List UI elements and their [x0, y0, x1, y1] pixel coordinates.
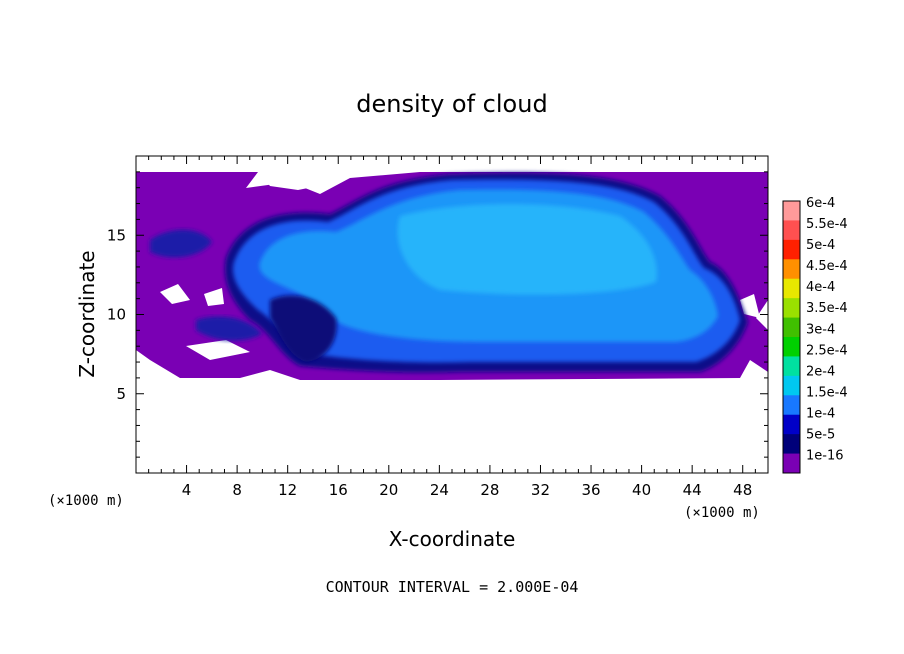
x-tick-label: 40 [632, 481, 651, 499]
colorbar-label: 3e-4 [806, 322, 835, 337]
field-level-pocket [270, 295, 337, 362]
colorbar-swatch [783, 414, 800, 435]
colorbar-label: 2e-4 [806, 364, 835, 379]
colorbar-swatch [783, 337, 800, 357]
colorbar-label: 1e-4 [806, 406, 835, 421]
x-unit-right: (×1000 m) [684, 505, 760, 521]
colorbar-swatch [783, 356, 800, 377]
field-gap [740, 294, 760, 318]
y-axis-title: Z-coordinate [75, 250, 99, 377]
colorbar-swatch [783, 259, 800, 280]
field-gap [160, 284, 190, 304]
contour-interval-note: CONTOUR INTERVAL = 2.000E-04 [326, 578, 579, 596]
colorbar-label: 6e-4 [806, 196, 835, 211]
colorbar-label: 3.5e-4 [806, 301, 848, 316]
y-axis-ticks: 5 10 15 [107, 171, 768, 458]
colorbar-frame [782, 200, 801, 474]
x-unit-left: (×1000 m) [48, 493, 124, 509]
plot-area [136, 156, 768, 473]
colorbar-swatch [783, 220, 800, 241]
x-tick-label: 24 [430, 481, 449, 499]
x-tick-label: 20 [379, 481, 398, 499]
x-axis-ticks: 4 8 12 16 20 24 28 32 36 40 44 48 [148, 156, 756, 499]
y-tick-label: 10 [107, 306, 126, 324]
colorbar-swatch [783, 395, 800, 416]
x-tick-label: 32 [531, 481, 550, 499]
field-gap [204, 288, 224, 306]
y-tick-label: 15 [107, 226, 126, 244]
colorbar-swatch [783, 298, 800, 319]
field-gap [262, 174, 318, 190]
colorbar-label: 2.5e-4 [806, 343, 848, 358]
y-tick-label: 5 [116, 385, 126, 403]
colorbar-label: 1.5e-4 [806, 385, 848, 400]
field-level-peak [397, 204, 657, 295]
colorbar-swatch [783, 453, 800, 474]
colorbar-swatch [783, 239, 800, 260]
colorbar-label: 4.5e-4 [806, 259, 848, 274]
colorbar-swatch [783, 317, 800, 338]
field-level-navy-lobe [150, 229, 212, 258]
chart-title: density of cloud [356, 90, 547, 118]
x-tick-label: 4 [182, 481, 192, 499]
colorbar-label: 5e-4 [806, 238, 835, 253]
colorbar-swatch [783, 201, 800, 221]
x-tick-label: 8 [232, 481, 242, 499]
x-axis-title: X-coordinate [389, 527, 516, 551]
x-tick-label: 48 [733, 481, 752, 499]
colorbar-swatch [783, 278, 800, 299]
colorbar-label: 4e-4 [806, 280, 835, 295]
field-gap [186, 340, 250, 360]
colorbar-label: 5.5e-4 [806, 217, 848, 232]
x-tick-label: 28 [480, 481, 499, 499]
x-tick-label: 36 [581, 481, 600, 499]
colorbar: 6e-4 5.5e-4 5e-4 4.5e-4 4e-4 3.5e-4 3e-4 2.5e-4… [782, 196, 848, 474]
colorbar-label: 1e-16 [806, 449, 844, 464]
colorbar-swatch [783, 375, 800, 396]
x-tick-label: 44 [683, 481, 702, 499]
x-tick-label: 16 [329, 481, 348, 499]
colorbar-label: 5e-5 [806, 428, 835, 443]
x-tick-label: 12 [278, 481, 297, 499]
field-level-navy-lobe [196, 316, 262, 341]
colorbar-swatch [783, 434, 800, 455]
